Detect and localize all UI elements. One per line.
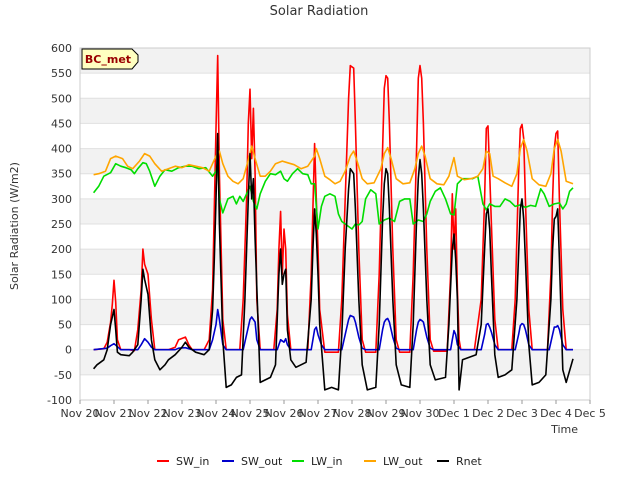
y-tick-label: 500 xyxy=(51,92,72,105)
y-tick-label: 450 xyxy=(51,117,72,130)
x-tick-label: Dec 4 xyxy=(540,407,572,420)
y-tick-label: 300 xyxy=(51,193,72,206)
series-lines xyxy=(92,54,574,391)
legend-label: LW_out xyxy=(383,455,423,468)
y-tick-label: 50 xyxy=(58,319,72,332)
x-tick-label: Nov 24 xyxy=(197,407,236,420)
site-badge-label: BC_met xyxy=(85,53,131,66)
y-tick-label: 550 xyxy=(51,67,72,80)
grid-band xyxy=(80,198,590,224)
x-tick-label: Nov 22 xyxy=(129,407,168,420)
y-tick-label: 150 xyxy=(51,268,72,281)
x-tick-label: Nov 25 xyxy=(231,407,270,420)
legend-item-lw_out: LW_out xyxy=(364,455,423,468)
y-tick-label: 0 xyxy=(65,344,72,357)
grid-band xyxy=(80,349,590,375)
grid-band xyxy=(80,98,590,124)
legend-item-lw_in: LW_in xyxy=(292,455,343,468)
y-axis-ticks: -100 -50 0 50 100 150 200 250 300 350 400 450 500 550… xyxy=(47,42,72,407)
grid-band xyxy=(80,249,590,275)
y-axis-label: Solar Radiation (W/m2) xyxy=(8,162,21,290)
x-tick-label: Nov 20 xyxy=(61,407,100,420)
y-tick-label: 250 xyxy=(51,218,72,231)
y-tick-label: 400 xyxy=(51,143,72,156)
y-tick-label: -100 xyxy=(47,394,72,407)
legend-label: SW_in xyxy=(176,455,209,468)
y-tick-label: -50 xyxy=(54,369,72,382)
series-line-lw_out xyxy=(93,138,574,188)
series-line-rnet xyxy=(92,132,574,391)
y-tick-label: 100 xyxy=(51,293,72,306)
chart-title: Solar Radiation xyxy=(270,4,369,19)
grid-band xyxy=(80,48,590,74)
y-tick-label: 350 xyxy=(51,168,72,181)
legend-label: Rnet xyxy=(456,455,482,468)
series-line-sw_out xyxy=(93,308,573,351)
legend-item-sw_out: SW_out xyxy=(222,455,283,468)
y-tick-label: 600 xyxy=(51,42,72,55)
x-tick-label: Nov 23 xyxy=(163,407,202,420)
x-tick-label: Nov 27 xyxy=(299,407,338,420)
x-tick-label: Nov 26 xyxy=(265,407,304,420)
x-tick-label: Nov 30 xyxy=(401,407,440,420)
legend-item-rnet: Rnet xyxy=(437,455,482,468)
x-tick-label: Nov 21 xyxy=(95,407,134,420)
legend: SW_in SW_out LW_in LW_out Rnet xyxy=(157,455,482,468)
series-line-sw_in xyxy=(93,54,573,353)
legend-label: SW_out xyxy=(241,455,283,468)
plot-frame xyxy=(79,47,591,401)
x-tick-label: Nov 28 xyxy=(333,407,372,420)
grid-band xyxy=(80,299,590,325)
x-tick-label: Dec 1 xyxy=(438,407,470,420)
x-tick-label: Nov 29 xyxy=(367,407,406,420)
grid-band xyxy=(80,148,590,174)
legend-item-sw_in: SW_in xyxy=(157,455,209,468)
site-badge: BC_met xyxy=(81,48,139,70)
x-axis-label: Time xyxy=(550,423,578,436)
x-tick-label: Dec 2 xyxy=(472,407,504,420)
y-tick-label: 200 xyxy=(51,243,72,256)
x-tick-label: Dec 3 xyxy=(506,407,538,420)
x-tick-label: Dec 5 xyxy=(574,407,606,420)
legend-label: LW_in xyxy=(311,455,343,468)
